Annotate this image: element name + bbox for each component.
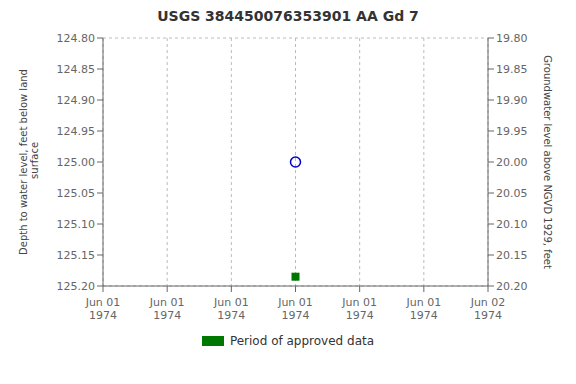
svg-text:Groundwater level above NGVD 1: Groundwater level above NGVD 1929, feet xyxy=(542,55,553,269)
svg-text:19.85: 19.85 xyxy=(496,63,528,76)
svg-text:19.95: 19.95 xyxy=(496,125,528,138)
svg-text:Jun 011974: Jun 011974 xyxy=(85,296,121,322)
html-text:USGS 384450076353901 AA Gd 7: USGS 384450076353901 AA Gd 7 xyxy=(157,8,419,24)
svg-text:20.05: 20.05 xyxy=(496,187,528,200)
svg-text:Jun 011974: Jun 011974 xyxy=(405,296,441,322)
svg-text:19.80: 19.80 xyxy=(496,32,528,45)
html-text:Period of approved data: Period of approved data xyxy=(229,334,375,348)
svg-text:20.10: 20.10 xyxy=(496,218,528,231)
svg-text:Jun 011974: Jun 011974 xyxy=(149,296,185,322)
svg-text:124.90: 124.90 xyxy=(57,94,96,107)
svg-text:124.80: 124.80 xyxy=(57,32,96,45)
svg-text:Jun 021974: Jun 021974 xyxy=(470,296,506,322)
svg-text:20.00: 20.00 xyxy=(496,156,528,169)
svg-text:Jun 011974: Jun 011974 xyxy=(341,296,377,322)
svg-text:125.15: 125.15 xyxy=(57,249,96,262)
svg-text:Depth to water level, feet bel: Depth to water level, feet below land su… xyxy=(18,69,40,255)
svg-text:124.95: 124.95 xyxy=(57,125,96,138)
svg-text:125.10: 125.10 xyxy=(57,218,96,231)
svg-text:20.20: 20.20 xyxy=(496,280,528,293)
svg-text:20.15: 20.15 xyxy=(496,249,528,262)
svg-text:125.20: 125.20 xyxy=(57,280,96,293)
svg-text:19.90: 19.90 xyxy=(496,94,528,107)
svg-text:124.85: 124.85 xyxy=(57,63,96,76)
svg-text:Jun 011974: Jun 011974 xyxy=(213,296,249,322)
svg-text:125.00: 125.00 xyxy=(57,156,96,169)
svg-text:Jun 011974: Jun 011974 xyxy=(277,296,313,322)
svg-text:125.05: 125.05 xyxy=(57,187,96,200)
